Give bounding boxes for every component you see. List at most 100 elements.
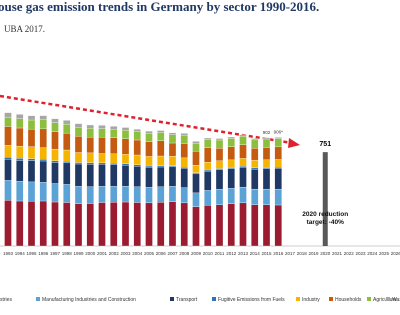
bar-segment [51,162,59,184]
bar-segment [239,165,247,168]
legend-label: Fugitive Emissions from Fuels [218,297,285,303]
bar-segment [74,123,83,128]
bar-segment [63,123,71,134]
bar-segment [145,133,153,142]
bar-segment [204,190,212,206]
bar-segment [74,186,83,204]
bar-segment [192,192,200,207]
bar-segment [180,133,188,136]
bar-segment [110,186,118,203]
bar-segment [168,186,177,202]
target-bar [322,152,328,246]
x-tick-label: 2024 [367,251,378,256]
bar-segment [239,134,247,137]
bar-segment [274,166,282,169]
bar-segment [251,167,259,170]
legend-label: Manufacturing Industries and Constructio… [42,297,136,303]
bar-segment [204,205,212,247]
bar-segment [204,161,212,171]
bar-segment [262,147,271,160]
bar-segment [98,162,106,165]
bar-segment [98,125,106,129]
bar-segment [4,200,12,247]
x-tick-label: 2019 [308,251,319,256]
bar-segment [180,157,188,168]
bar-segment [157,186,165,203]
x-tick-label: 2021 [332,251,343,256]
trend-arrow [288,138,300,148]
bar-segment [239,186,247,204]
legend-label: Agriculture [373,297,397,303]
x-tick-label: 2004 [132,251,143,256]
bar-segment [98,164,106,187]
bar-segment [39,158,47,162]
bar-segment [227,167,235,169]
x-tick-label: 2005 [144,251,155,256]
bar-segment [274,168,282,190]
bar-segment [180,202,188,247]
bar-segment [251,204,259,247]
bar-segment [121,164,130,187]
bar-segment [16,127,24,147]
bar-segment [239,144,247,159]
bar-segment [133,186,141,203]
bar-segment [192,172,200,175]
x-tick-label: 2002 [109,251,120,256]
bar-segment [227,159,235,168]
x-tick-label: 1996 [38,251,49,256]
bar-segment [262,188,271,205]
x-tick-label: 2006 [156,251,167,256]
bar-segment [227,138,235,147]
bar-segment [39,147,47,160]
bar-segment [133,131,141,141]
bar-segment [239,158,247,167]
bar-segment [227,203,235,247]
x-tick-label: 1994 [15,251,26,256]
bar-segment [63,120,71,125]
bar-segment [74,203,83,247]
x-tick-label: 2018 [297,251,308,256]
bar-segment [215,204,224,247]
bar-segment [39,128,47,148]
bar-segment [215,138,224,141]
bar-segment [98,137,106,154]
bar-segment [204,139,212,148]
x-tick-label: 2013 [238,251,249,256]
bar-segment [63,149,71,162]
legend-swatch [296,297,300,301]
bar-segment [110,162,118,165]
x-tick-label: 1995 [26,251,37,256]
legend-swatch [367,297,371,301]
bar-segment [4,116,12,127]
bar-segment [133,164,141,167]
x-tick-label: 2017 [285,251,296,256]
legend-swatch [329,297,333,301]
bar-segment [192,206,200,247]
bar-segment [121,201,130,247]
bar-segment [133,165,141,187]
bar-segment [27,119,36,130]
x-tick-label: 2022 [344,251,355,256]
bar-segment [51,160,59,163]
bar-segment [110,126,118,130]
bar-segment [192,142,200,152]
bar-segment [110,202,118,247]
bar-segment [251,168,259,190]
legend-label: Households [335,297,362,303]
bar-segment [121,127,130,131]
bar-segment [74,162,83,165]
legend-label: Waste [392,297,400,303]
bar-segment [27,115,36,121]
x-tick-label: 1997 [50,251,61,256]
bar-segment [74,136,83,153]
bar-segment [145,165,153,168]
bar-segment [215,188,224,205]
x-tick-label: 2003 [120,251,131,256]
x-tick-label: 2010 [203,251,214,256]
legend-swatch [170,297,174,301]
bar-segment [86,203,94,247]
x-tick-label: 2007 [167,251,178,256]
bar-segment [63,132,71,151]
bar-segment [51,131,59,150]
x-tick-label: 2008 [179,251,190,256]
